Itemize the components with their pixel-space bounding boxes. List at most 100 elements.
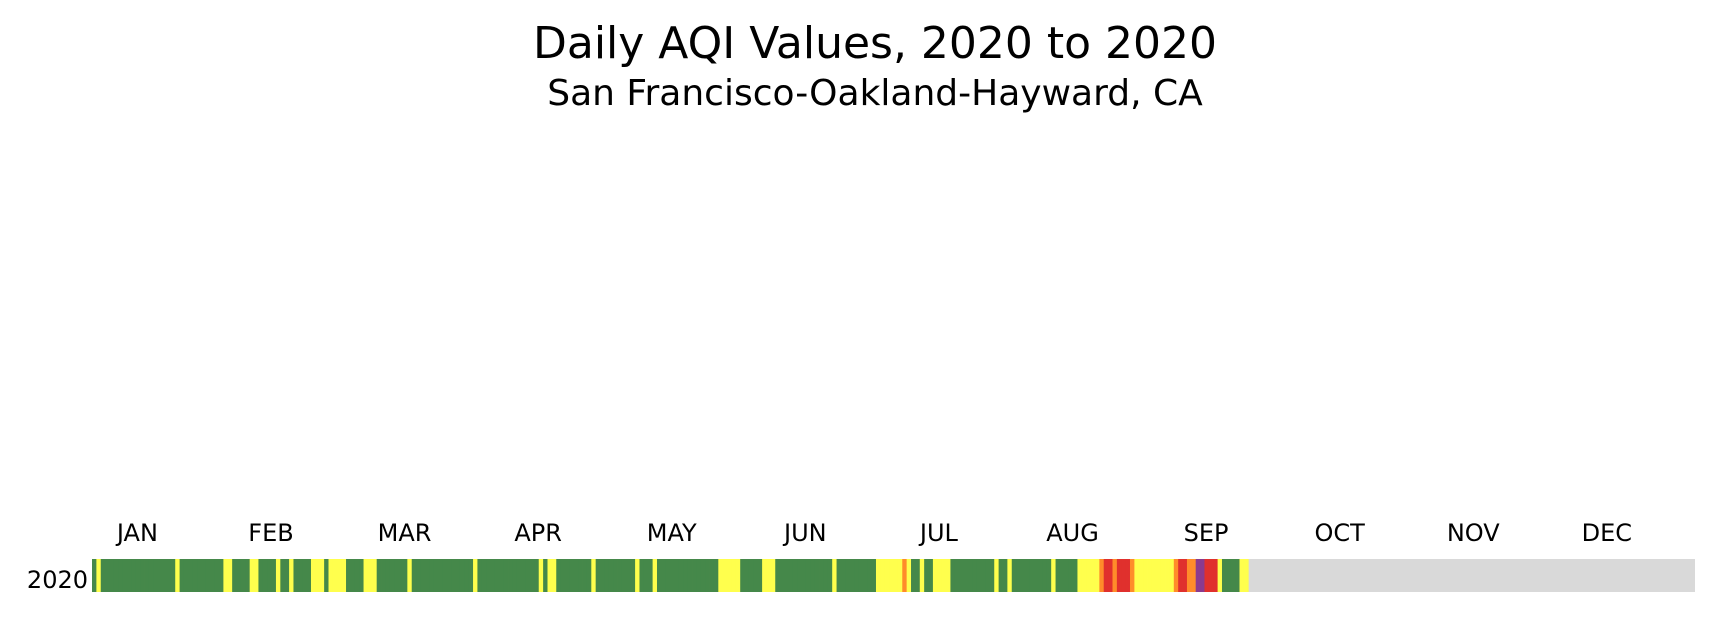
day-cell <box>670 559 675 592</box>
day-cell <box>385 559 391 592</box>
day-cell <box>1235 559 1240 592</box>
day-cell <box>924 559 929 592</box>
day-cell <box>1059 559 1065 592</box>
day-cell <box>219 559 224 592</box>
day-cell <box>998 559 1004 592</box>
day-cell <box>560 559 566 592</box>
day-cell <box>503 559 509 592</box>
day-cell <box>915 559 921 592</box>
day-cell <box>1160 559 1166 592</box>
day-cell <box>757 559 763 592</box>
day-cell <box>1042 559 1048 592</box>
day-cell <box>889 559 894 592</box>
day-cell <box>297 559 303 592</box>
day-cell <box>1112 559 1118 592</box>
month-label: SEP <box>1184 519 1229 547</box>
day-cell <box>170 559 176 592</box>
day-cell <box>1151 559 1157 592</box>
day-cell <box>1221 559 1227 592</box>
day-cell <box>192 559 198 592</box>
day-cell <box>319 559 325 592</box>
day-cell <box>446 559 452 592</box>
day-cell <box>678 559 684 592</box>
day-cell <box>985 559 991 592</box>
day-cell <box>262 559 268 592</box>
day-cell <box>258 559 264 592</box>
day-cell <box>692 559 697 592</box>
day-cell <box>332 559 338 592</box>
day-cell <box>1217 559 1223 592</box>
day-cell <box>543 559 548 592</box>
day-cell <box>586 559 592 592</box>
day-cell <box>1230 559 1236 592</box>
day-cell <box>188 559 194 592</box>
day-cell <box>438 559 443 592</box>
day-cell <box>1204 559 1210 592</box>
day-cell <box>727 559 732 592</box>
day-cell <box>976 559 982 592</box>
day-cell <box>153 559 159 592</box>
day-cell <box>849 559 855 592</box>
day-cell <box>911 559 916 592</box>
day-cell <box>556 559 562 592</box>
day-cell <box>464 559 470 592</box>
day-cell <box>315 559 321 592</box>
day-cell <box>486 559 491 592</box>
day-cell <box>1116 559 1122 592</box>
day-cell <box>1099 559 1105 592</box>
day-cell <box>709 559 715 592</box>
day-cell <box>490 559 496 592</box>
day-cell <box>880 559 886 592</box>
day-cell <box>197 559 202 592</box>
month-label: JAN <box>115 519 158 547</box>
day-cell <box>897 559 903 592</box>
day-cell <box>766 559 772 592</box>
day-cell <box>157 559 163 592</box>
day-cell <box>735 559 741 592</box>
month-label: MAR <box>378 519 432 547</box>
row-label: 2020 <box>27 566 88 594</box>
day-cell <box>753 559 759 592</box>
day-cell <box>595 559 601 592</box>
day-cell <box>359 559 364 592</box>
day-cell <box>105 559 110 592</box>
day-cell <box>788 559 794 592</box>
day-cell <box>367 559 373 592</box>
day-cell <box>337 559 343 592</box>
day-cell <box>122 559 128 592</box>
day-cell <box>455 559 461 592</box>
day-cell <box>1169 559 1175 592</box>
day-cell <box>267 559 272 592</box>
day-cell <box>381 559 386 592</box>
month-label: JUN <box>782 519 827 547</box>
day-cell <box>635 559 640 592</box>
day-cell <box>1068 559 1074 592</box>
day-cell <box>656 559 662 592</box>
day-cell <box>1165 559 1170 592</box>
day-cell <box>100 559 106 592</box>
day-cell <box>569 559 575 592</box>
day-cell <box>1108 559 1113 592</box>
month-label: APR <box>514 519 562 547</box>
day-cell <box>140 559 145 592</box>
day-cell <box>1173 559 1179 592</box>
day-cell <box>814 559 820 592</box>
day-cell <box>1020 559 1026 592</box>
day-cell <box>271 559 277 592</box>
day-cell <box>175 559 180 592</box>
day-cell <box>376 559 382 592</box>
day-cell <box>959 559 964 592</box>
day-cell <box>1121 559 1127 592</box>
day-cell <box>1090 559 1096 592</box>
day-cell <box>538 559 544 592</box>
day-cell <box>1143 559 1148 592</box>
day-cell <box>148 559 154 592</box>
day-cell <box>972 559 978 592</box>
day-cell <box>459 559 465 592</box>
day-cell <box>179 559 185 592</box>
day-cell <box>135 559 141 592</box>
day-cell <box>214 559 220 592</box>
day-cell <box>805 559 811 592</box>
day-cell <box>823 559 829 592</box>
